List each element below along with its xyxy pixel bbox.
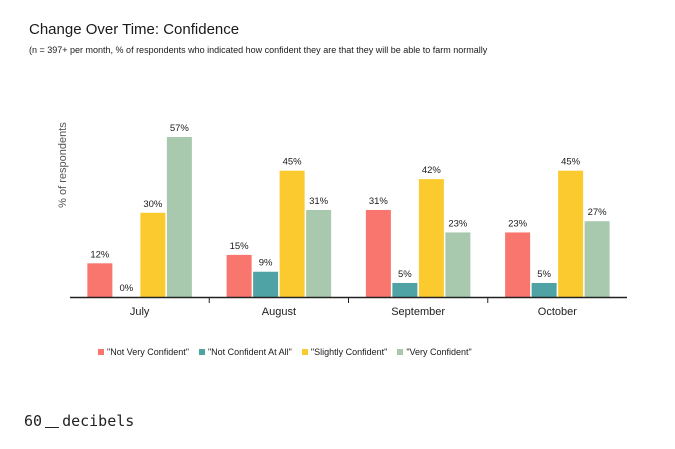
legend-label: "Very Confident" <box>406 347 472 357</box>
bar <box>531 282 557 297</box>
data-label: 57% <box>170 123 190 134</box>
bar <box>140 212 166 297</box>
legend-swatch <box>301 349 308 355</box>
bar <box>584 221 610 297</box>
bar <box>306 209 332 297</box>
chart-subtitle: (n = 397+ per month, % of respondents wh… <box>29 45 488 55</box>
legend-label: "Not Very Confident" <box>107 347 189 357</box>
bar <box>279 170 305 297</box>
data-label: 0% <box>120 283 134 294</box>
x-tick-label: July <box>130 306 150 318</box>
bar <box>253 271 279 297</box>
legend-item: "Very Confident" <box>397 347 472 357</box>
legend: "Not Very Confident" "Not Confident At A… <box>98 347 472 357</box>
x-tick-label: October <box>538 306 577 318</box>
data-label: 45% <box>561 157 581 168</box>
legend-label: "Not Confident At All" <box>207 347 292 357</box>
legend-swatch <box>98 349 104 355</box>
data-label: 27% <box>588 207 608 218</box>
legend-item: "Slightly Confident" <box>301 347 388 357</box>
legend-label: "Slightly Confident" <box>310 347 388 357</box>
y-axis-label: % of respondents <box>57 122 69 208</box>
bar <box>166 137 192 297</box>
x-tick-label: August <box>262 306 296 318</box>
data-label: 5% <box>537 269 551 280</box>
bar <box>226 254 252 297</box>
x-tick-label: September <box>391 306 445 318</box>
data-label: 9% <box>259 258 273 269</box>
brand-underscore <box>45 427 60 428</box>
bar <box>392 282 418 297</box>
legend-swatch <box>198 349 205 355</box>
legend-swatch <box>397 349 404 355</box>
legend-item: "Not Very Confident" <box>98 347 189 357</box>
legend-item: "Not Confident At All" <box>198 347 292 357</box>
chart-title: Change Over Time: Confidence <box>29 21 240 38</box>
data-label: 5% <box>398 269 412 280</box>
bar <box>445 232 471 297</box>
data-label: 23% <box>448 218 468 229</box>
data-label: 30% <box>143 199 163 210</box>
data-label: 15% <box>230 241 250 252</box>
bar <box>505 232 531 297</box>
brand-logo: 60 decibels <box>24 412 135 430</box>
data-label: 31% <box>309 196 329 207</box>
data-label: 42% <box>422 165 442 176</box>
bar <box>418 179 444 297</box>
bar <box>558 170 584 297</box>
data-label: 12% <box>90 249 110 260</box>
bar <box>365 209 391 297</box>
bar <box>87 263 113 297</box>
data-label: 31% <box>369 196 389 207</box>
data-label: 23% <box>508 218 528 229</box>
bar-chart: % of respondents 12% 0% 30% 57% July 15% 9% 45% 3… <box>57 122 627 318</box>
data-label: 45% <box>283 157 303 168</box>
